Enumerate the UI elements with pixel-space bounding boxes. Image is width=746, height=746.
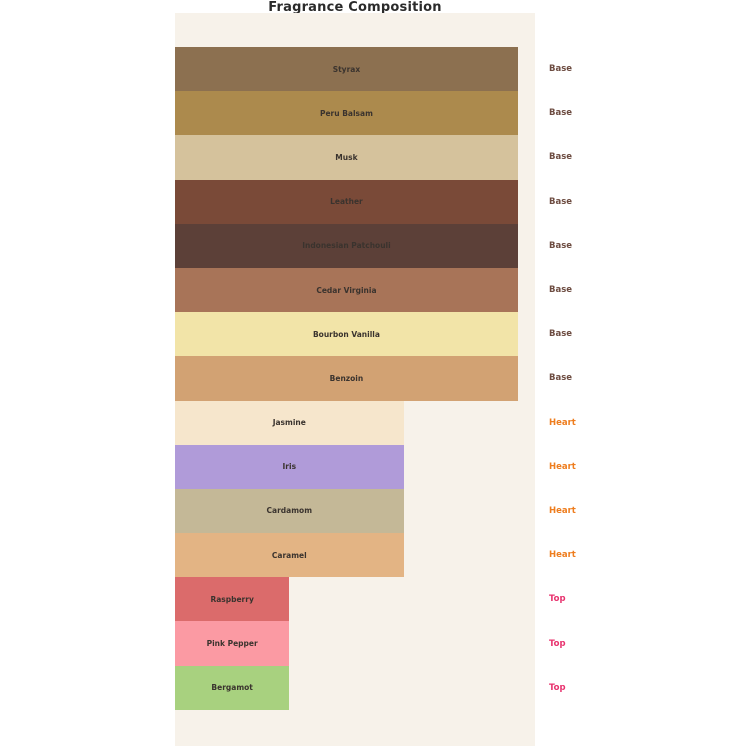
bar-row: Raspberry xyxy=(175,577,535,622)
bar-row: Caramel xyxy=(175,533,535,578)
bar-row: Bourbon Vanilla xyxy=(175,312,535,357)
bar-label: Bergamot xyxy=(211,683,253,693)
bar-raspberry: Raspberry xyxy=(175,577,290,622)
group-label-heart: Heart xyxy=(549,550,576,561)
bar-row: Pink Pepper xyxy=(175,621,535,666)
bar-row: Indonesian Patchouli xyxy=(175,223,535,268)
bar-row: Leather xyxy=(175,179,535,224)
bar-label: Leather xyxy=(330,197,363,207)
bar-benzoin: Benzoin xyxy=(175,356,518,401)
bar-label: Cedar Virginia xyxy=(316,285,377,295)
bar-label: Musk xyxy=(335,152,358,162)
group-label-base: Base xyxy=(549,108,573,119)
group-label-heart: Heart xyxy=(549,505,576,516)
bar-row: Musk xyxy=(175,135,535,180)
bar-label: Peru Balsam xyxy=(319,108,373,118)
group-label-top: Top xyxy=(549,594,566,605)
bar-pink-pepper: Pink Pepper xyxy=(175,621,290,666)
bar-label: Raspberry xyxy=(210,594,254,604)
bar-jasmine: Jasmine xyxy=(175,400,404,445)
chart-title: Fragrance Composition xyxy=(268,0,442,15)
group-label-base: Base xyxy=(549,240,573,251)
group-label-base: Base xyxy=(549,373,573,384)
bar-cedar-virginia: Cedar Virginia xyxy=(175,267,518,313)
bar-peru-balsam: Peru Balsam xyxy=(175,91,518,136)
bar-musk: Musk xyxy=(175,135,518,180)
bar-row: Benzoin xyxy=(175,356,535,401)
bar-row: Styrax xyxy=(175,47,535,92)
bar-row: Cardamom xyxy=(175,488,535,534)
group-label-top: Top xyxy=(549,682,566,693)
group-label-heart: Heart xyxy=(549,461,576,472)
bar-label: Benzoin xyxy=(329,373,364,383)
bar-row: Iris xyxy=(175,444,535,489)
group-label-base: Base xyxy=(549,285,573,296)
bar-leather: Leather xyxy=(175,179,518,224)
bar-styrax: Styrax xyxy=(175,47,518,92)
group-label-base: Base xyxy=(549,329,573,340)
chart-area: Styrax Peru Balsam Musk Leather Indonesian P… xyxy=(175,13,535,746)
bar-indonesian-patchouli: Indonesian Patchouli xyxy=(175,223,518,268)
bar-bergamot: Bergamot xyxy=(175,665,290,710)
group-label-top: Top xyxy=(549,638,566,649)
bar-row: Peru Balsam xyxy=(175,91,535,136)
bar-label: Pink Pepper xyxy=(206,639,258,649)
bar-label: Caramel xyxy=(271,550,307,560)
group-label-base: Base xyxy=(549,196,573,207)
bar-label: Jasmine xyxy=(272,418,306,428)
bar-label: Iris xyxy=(282,462,297,472)
bar-row: Jasmine xyxy=(175,400,535,445)
group-label-base: Base xyxy=(549,64,573,75)
bar-cardamom: Cardamom xyxy=(175,488,404,534)
group-label-column: Base Base Base Base Base Base Base Base Heart Hea… xyxy=(549,47,576,710)
bar-stack: Styrax Peru Balsam Musk Leather Indonesian P… xyxy=(175,47,535,710)
bar-label: Bourbon Vanilla xyxy=(312,329,380,339)
bar-row: Cedar Virginia xyxy=(175,267,535,313)
bar-caramel: Caramel xyxy=(175,533,404,578)
bar-row: Bergamot xyxy=(175,665,535,710)
bar-label: Indonesian Patchouli xyxy=(302,241,391,251)
bar-label: Cardamom xyxy=(266,506,313,516)
bar-label: Styrax xyxy=(332,64,361,74)
group-label-heart: Heart xyxy=(549,417,576,428)
bar-bourbon-vanilla: Bourbon Vanilla xyxy=(175,312,518,357)
group-label-base: Base xyxy=(549,152,573,163)
bar-iris: Iris xyxy=(175,444,404,489)
